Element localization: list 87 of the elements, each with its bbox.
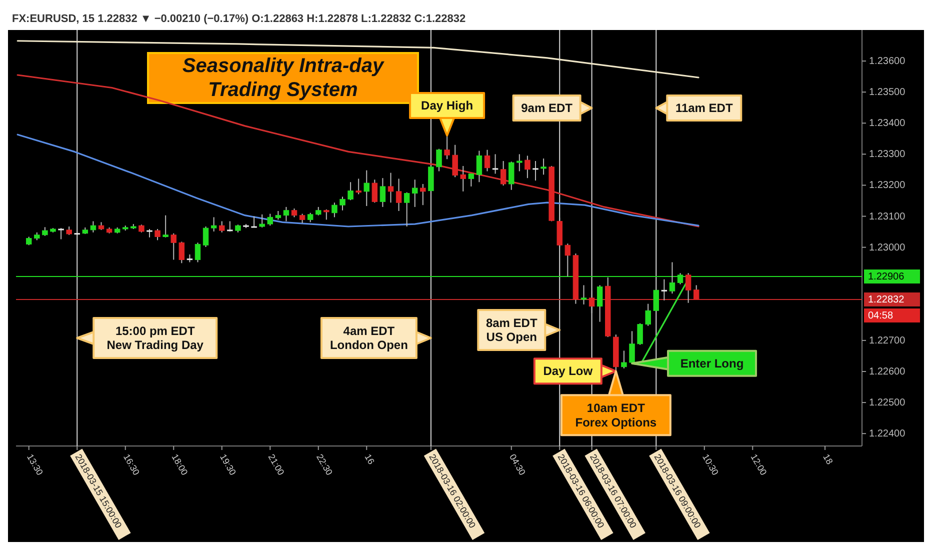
candlestick (524, 155, 530, 179)
candlestick (227, 220, 233, 232)
candlestick (661, 278, 668, 301)
candlestick (436, 148, 442, 172)
candlestick (645, 303, 651, 326)
y-tick-label: 1.23300 (869, 148, 906, 160)
line-series (16, 134, 700, 228)
candlestick (516, 154, 522, 172)
candlestick (500, 160, 506, 186)
candlestick (259, 214, 265, 228)
y-tick-label: 1.22400 (869, 428, 906, 440)
candlestick (348, 182, 354, 201)
x-tick-label: 16 (362, 452, 376, 466)
candlestick (251, 216, 257, 228)
annotation: Day Low (543, 364, 594, 378)
candlestick (340, 196, 346, 211)
ref-line-label: 4am EDT London Open (330, 324, 408, 352)
annotation: Day High (421, 98, 474, 113)
candlestick (170, 232, 176, 260)
candlestick (468, 173, 474, 187)
candlestick (162, 214, 168, 238)
candlestick (90, 220, 96, 233)
ref-line-label: 11am EDT (675, 101, 734, 115)
candlestick (194, 242, 201, 263)
y-tick-label: 1.23000 (869, 242, 906, 253)
candlestick (404, 192, 410, 228)
candlestick (396, 178, 402, 212)
candlestick (210, 216, 217, 232)
candlestick (380, 178, 386, 208)
line-series (16, 40, 700, 78)
candlestick (420, 183, 426, 206)
candlestick (428, 165, 434, 192)
y-tick-label: 1.22600 (869, 366, 906, 377)
candlestick (580, 284, 587, 305)
candlestick (540, 158, 546, 176)
text: 04:58 (868, 310, 894, 321)
candlestick (307, 212, 314, 223)
candlestick (299, 213, 306, 224)
candlestick (653, 288, 659, 312)
candlestick (556, 217, 562, 248)
candlestick (202, 226, 209, 248)
y-tick-label: 1.22700 (869, 334, 906, 346)
candlestick (476, 150, 482, 183)
ref-line-label: 15:00 pm EDT New Trading Day (106, 324, 204, 352)
candlestick (412, 179, 418, 208)
candlestick (460, 165, 466, 192)
candlestick (58, 228, 64, 240)
candlestick (388, 172, 394, 204)
candlestick (372, 179, 378, 204)
candlestick (452, 144, 458, 178)
candlestick (267, 213, 273, 226)
chart-subtitle: FX:EURUSD, 15 1.22832 ▼ −0.00210 (−0.17%) O:1.22863 H:1.22878 L:1.22832 C:1.22832 (12, 13, 466, 25)
candlestick (588, 290, 595, 314)
candlestick (637, 322, 643, 346)
ref-line-label: 1.22832 (868, 294, 905, 305)
ref-line-label: 8am EDT US Open (486, 316, 538, 344)
candlestick (219, 220, 225, 233)
candlestick (685, 272, 692, 304)
candlestick (621, 350, 627, 369)
ref-line-label: 9am EDT (521, 101, 574, 115)
candlestick (629, 330, 635, 364)
candlestick (283, 206, 290, 222)
candlestick (596, 284, 603, 322)
y-tick-label: 1.23200 (869, 180, 906, 191)
candlestick (532, 160, 538, 182)
candlestick (564, 243, 571, 277)
x-tick-label: 18 (821, 452, 835, 466)
ref-line-label: 1.22906 (868, 270, 905, 282)
candlestick (324, 208, 330, 220)
annotation: 10am EDT Forex Options (575, 400, 657, 430)
text: Seasonality Intra-day Trading System (182, 55, 384, 101)
candlestick (492, 154, 498, 174)
y-tick-label: 1.23100 (869, 210, 906, 222)
y-tick-label: 1.22500 (869, 397, 906, 408)
candlestick (444, 135, 450, 160)
candlestick (484, 149, 490, 172)
candlestick (508, 161, 514, 190)
candlestick (332, 202, 338, 218)
candlestick (154, 228, 160, 241)
y-tick-label: 1.23400 (869, 118, 906, 129)
candlestick (364, 170, 370, 207)
y-tick-label: 1.23600 (869, 56, 906, 67)
annotation: Enter Long (680, 356, 744, 370)
candlestick (356, 178, 362, 195)
candlestick (693, 284, 700, 300)
candlestick (178, 241, 185, 264)
y-tick-label: 1.23500 (869, 86, 906, 98)
